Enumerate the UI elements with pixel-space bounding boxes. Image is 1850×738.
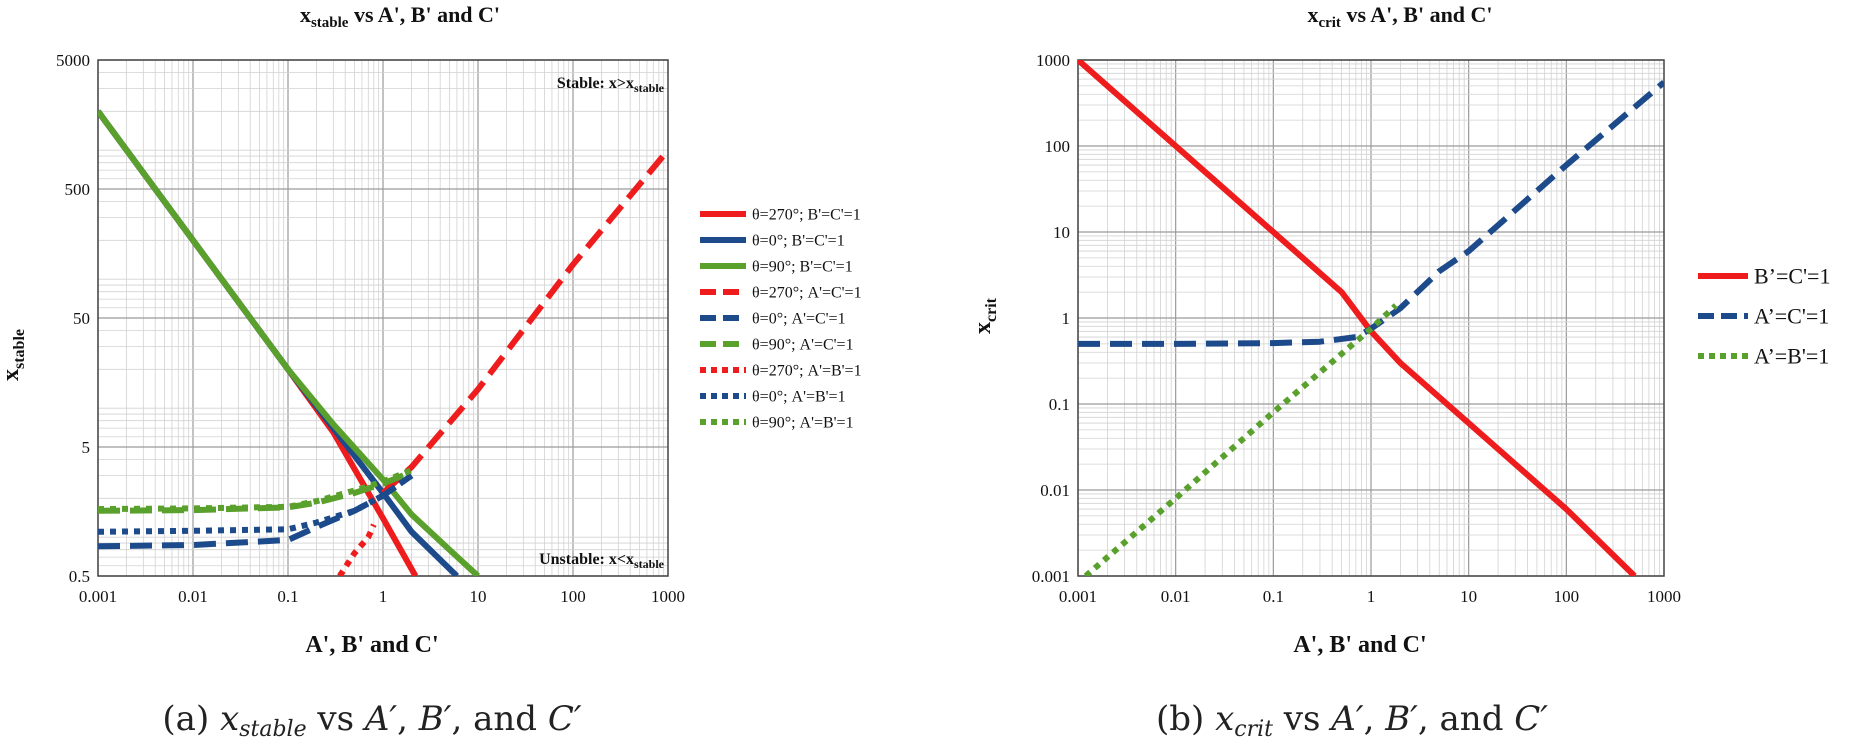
x-tick-label: 10 bbox=[470, 587, 487, 606]
series-line-a-7 bbox=[337, 523, 377, 576]
chart-b-caption: (b) xcrit vs A′, B′, and C′ bbox=[1156, 699, 1548, 738]
legend-label: θ=270°; B'=C'=1 bbox=[752, 207, 861, 224]
legend-label: B’=C'=1 bbox=[1754, 264, 1830, 289]
chart-a-annotation-unstable: Unstable: x<xstable bbox=[539, 551, 665, 571]
chart-a-series bbox=[98, 109, 668, 576]
y-tick-label: 5000 bbox=[56, 51, 90, 70]
x-tick-label: 100 bbox=[560, 587, 586, 606]
series-line-a-3 bbox=[98, 109, 481, 576]
x-tick-label: 0.1 bbox=[277, 587, 298, 606]
y-tick-label: 1000 bbox=[1036, 51, 1070, 70]
chart-a-legend: θ=270°; B'=C'=1 θ=0°; B'=C'=1 θ=90°; B'=C'… bbox=[700, 207, 862, 432]
chart-b-series bbox=[1078, 60, 1664, 576]
y-tick-label: 0.001 bbox=[1032, 567, 1070, 586]
x-tick-label: 100 bbox=[1554, 587, 1580, 606]
chart-a-xlabel: A', B' and C' bbox=[305, 632, 438, 658]
chart-b-plot-frame bbox=[1077, 59, 1665, 577]
legend-label: θ=90°; A'=B'=1 bbox=[752, 415, 854, 432]
y-tick-label: 100 bbox=[1045, 137, 1071, 156]
chart-b-grid bbox=[1077, 59, 1664, 577]
y-tick-label: 0.5 bbox=[69, 567, 90, 586]
x-tick-label: 10 bbox=[1460, 587, 1477, 606]
y-tick-label: 5 bbox=[82, 438, 91, 457]
chart-b-ticks: 0.001 0.01 0.1 1 10 100 1000 0.001 0.01 0.1 1 10 100… bbox=[1032, 51, 1681, 606]
chart-b: xcrit vs A', B' and C' 0.001 0.01 0.1 1 10 10… bbox=[970, 2, 1830, 738]
x-tick-label: 0.01 bbox=[1161, 587, 1191, 606]
x-tick-label: 1000 bbox=[651, 587, 685, 606]
chart-b-ylabel: xcrit bbox=[970, 297, 1000, 334]
y-tick-label: 0.1 bbox=[1049, 395, 1070, 414]
series-line-b-1 bbox=[1078, 60, 1637, 576]
y-tick-label: 500 bbox=[65, 180, 91, 199]
chart-a-plot-frame bbox=[97, 59, 669, 577]
legend-label: θ=90°; A'=C'=1 bbox=[752, 337, 854, 354]
chart-b-title: xcrit vs A', B' and C' bbox=[1307, 2, 1492, 31]
chart-b-legend: B’=C'=1 A’=C'=1 A’=B'=1 bbox=[1698, 264, 1830, 369]
x-tick-label: 1 bbox=[1367, 587, 1376, 606]
series-line-a-9 bbox=[98, 467, 413, 513]
y-tick-label: 10 bbox=[1053, 223, 1070, 242]
legend-label: θ=270°; A'=B'=1 bbox=[752, 363, 862, 380]
chart-a-title: xstable vs A', B' and C' bbox=[300, 2, 500, 31]
series-line-a-6 bbox=[98, 469, 413, 514]
chart-a-annotation-stable: Stable: x>xstable bbox=[557, 75, 665, 95]
y-tick-label: 1 bbox=[1062, 309, 1071, 328]
y-tick-label: 0.01 bbox=[1040, 481, 1070, 500]
chart-a-caption: (a) xstable vs A′, B′, and C′ bbox=[162, 699, 581, 738]
x-tick-label: 0.1 bbox=[1263, 587, 1284, 606]
series-line-b-3 bbox=[1083, 303, 1398, 576]
x-tick-label: 0.001 bbox=[1059, 587, 1097, 606]
legend-label: θ=90°; B'=C'=1 bbox=[752, 259, 853, 276]
legend-label: A’=B'=1 bbox=[1754, 344, 1829, 369]
y-tick-label: 50 bbox=[73, 309, 90, 328]
chart-a-ticks: 0.001 0.01 0.1 1 10 100 1000 0.5 5 50 500 5000 bbox=[56, 51, 685, 606]
x-tick-label: 1000 bbox=[1647, 587, 1681, 606]
legend-label: A’=C'=1 bbox=[1754, 304, 1829, 329]
chart-a-ylabel: xstable bbox=[0, 329, 28, 381]
legend-label: θ=0°; B'=C'=1 bbox=[752, 233, 845, 250]
chart-a: xstable vs A', B' and C' 0.001 0.01 0.1 1 10… bbox=[0, 2, 862, 738]
legend-label: θ=0°; A'=C'=1 bbox=[752, 311, 846, 328]
x-tick-label: 1 bbox=[379, 587, 388, 606]
series-line-a-8 bbox=[98, 473, 414, 535]
x-tick-label: 0.01 bbox=[178, 587, 208, 606]
legend-label: θ=270°; A'=C'=1 bbox=[752, 285, 862, 302]
chart-b-xlabel: A', B' and C' bbox=[1293, 632, 1426, 658]
legend-label: θ=0°; A'=B'=1 bbox=[752, 389, 846, 406]
series-line-a-4 bbox=[380, 148, 668, 496]
x-tick-label: 0.001 bbox=[79, 587, 117, 606]
